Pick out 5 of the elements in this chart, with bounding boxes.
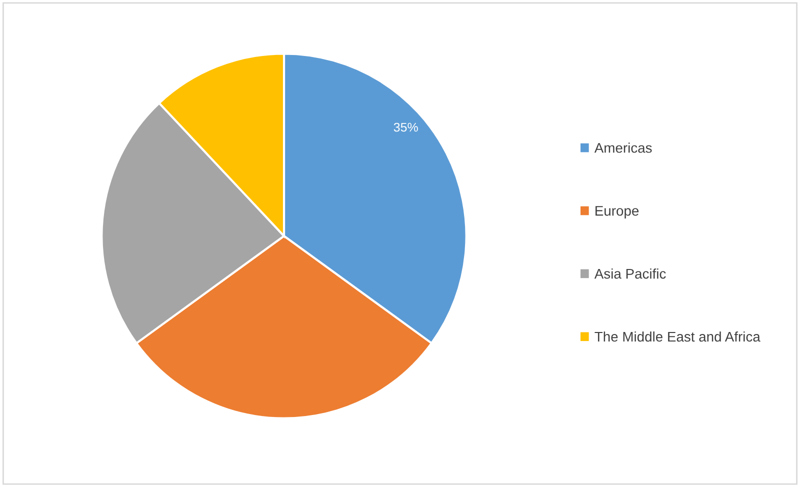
data-label: 35% — [394, 122, 418, 132]
legend-label: Europe — [596, 206, 639, 218]
legend-label: The Middle East and Africa — [594, 331, 760, 342]
legend-label: Americas — [594, 142, 652, 153]
legend-label: Asia Pacific — [594, 268, 666, 279]
